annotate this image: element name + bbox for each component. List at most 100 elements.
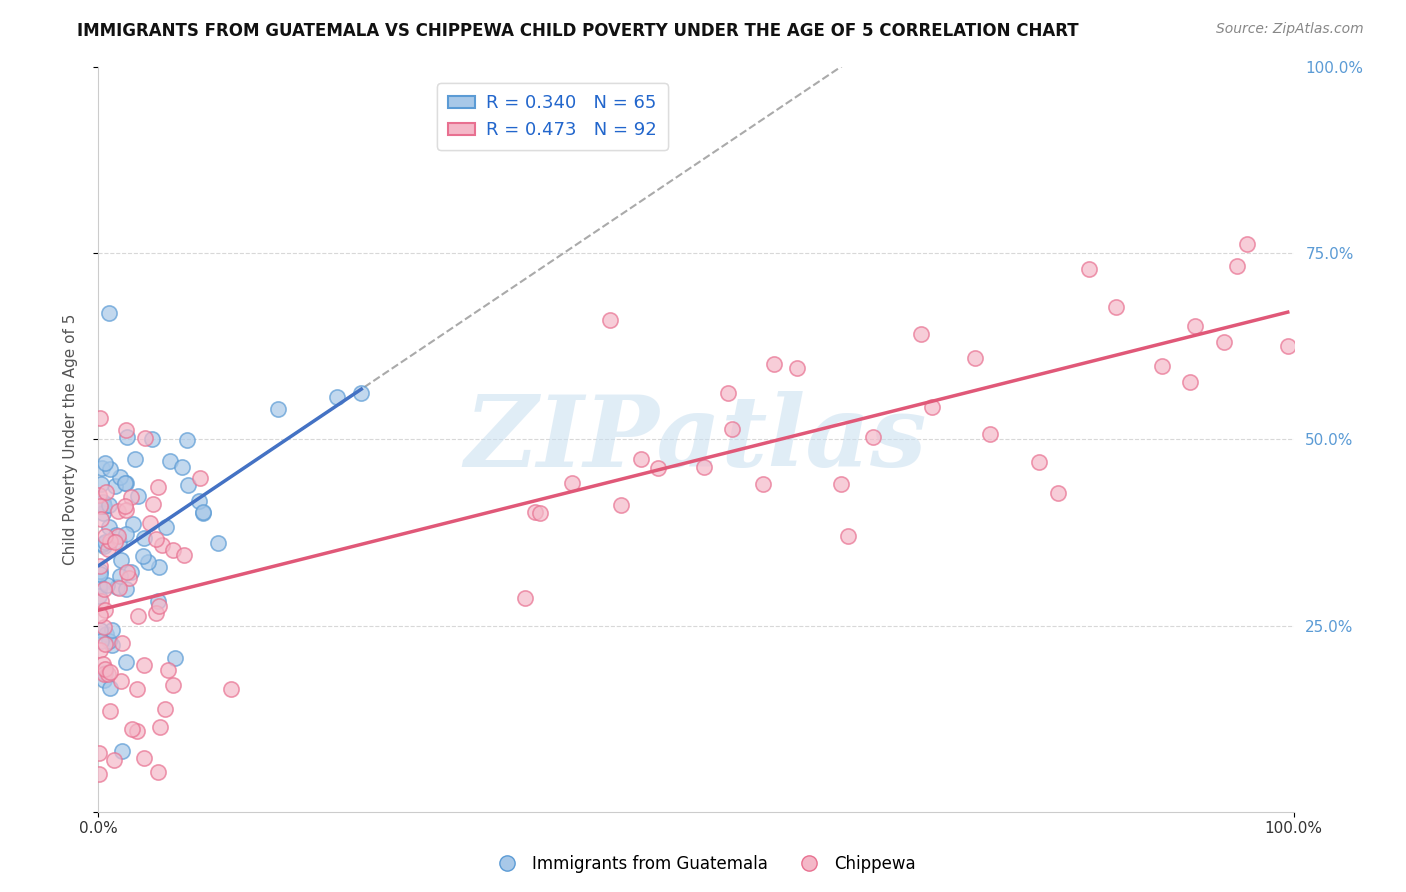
Point [110,569,132,583]
Point [87,488,110,502]
Point [108,470,131,484]
Point [752,476,775,491]
Point [1225,260,1247,274]
Legend: R = 0.340   N = 65, R = 0.473   N = 92: R = 0.340 N = 65, R = 0.473 N = 92 [437,83,668,150]
Point [191,506,214,520]
Point [93,667,115,681]
Point [326,390,349,404]
Point [120,491,142,505]
Point [146,764,169,779]
Point [134,431,156,445]
Point [1236,237,1258,252]
Point [93,499,115,513]
Point [786,361,808,376]
Point [97,306,120,320]
Point [142,497,165,511]
Text: Source: ZipAtlas.com: Source: ZipAtlas.com [1216,22,1364,37]
Point [150,538,173,552]
Point [127,489,149,503]
Point [114,475,136,490]
Point [114,476,136,491]
Point [910,326,932,341]
Point [1105,300,1128,314]
Point [145,607,167,621]
Point [90,594,112,608]
Point [132,549,155,563]
Point [101,638,124,652]
Point [107,529,129,543]
Point [114,499,136,513]
Point [89,607,111,622]
Point [105,580,128,594]
Point [121,517,143,532]
Point [91,460,114,475]
Point [93,582,115,596]
Point [1184,319,1206,334]
Point [94,637,117,651]
Point [96,485,118,500]
Point [207,536,229,550]
Point [157,663,180,677]
Point [127,609,149,624]
Point [177,478,200,492]
Point [965,351,987,365]
Point [979,426,1001,441]
Point [647,461,669,475]
Point [97,541,120,556]
Point [98,681,121,695]
Point [90,634,112,648]
Point [132,658,155,673]
Point [717,386,740,401]
Point [155,702,177,716]
Point [94,456,117,470]
Point [98,665,121,680]
Point [350,386,373,401]
Point [94,529,117,543]
Point [219,681,242,696]
Point [1046,485,1069,500]
Point [93,495,115,509]
Point [120,566,142,580]
Point [107,503,129,517]
Point [110,636,132,650]
Point [89,499,111,513]
Point [98,705,121,719]
Point [89,624,111,638]
Point [125,723,148,738]
Point [103,535,125,549]
Point [149,720,172,734]
Point [108,535,131,549]
Point [513,591,536,606]
Point [98,533,121,548]
Point [148,594,170,608]
Point [115,430,138,444]
Point [96,667,118,681]
Point [837,529,859,543]
Point [91,657,114,672]
Legend: Immigrants from Guatemala, Chippewa: Immigrants from Guatemala, Chippewa [484,848,922,880]
Point [87,579,110,593]
Point [136,555,159,569]
Point [94,661,117,675]
Point [148,560,170,574]
Point [90,511,112,525]
Point [93,506,115,520]
Point [630,452,652,467]
Point [1028,455,1050,469]
Point [89,747,111,761]
Point [89,580,111,594]
Point [721,422,744,436]
Point [89,566,111,581]
Point [98,462,121,476]
Point [114,503,136,517]
Text: IMMIGRANTS FROM GUATEMALA VS CHIPPEWA CHILD POVERTY UNDER THE AGE OF 5 CORRELATI: IMMIGRANTS FROM GUATEMALA VS CHIPPEWA CH… [77,22,1078,40]
Point [141,432,163,446]
Point [90,477,112,491]
Point [89,643,111,657]
Point [98,519,121,533]
Point [108,581,131,595]
Point [97,498,120,512]
Point [1078,262,1101,277]
Point [524,505,547,519]
Point [89,589,111,603]
